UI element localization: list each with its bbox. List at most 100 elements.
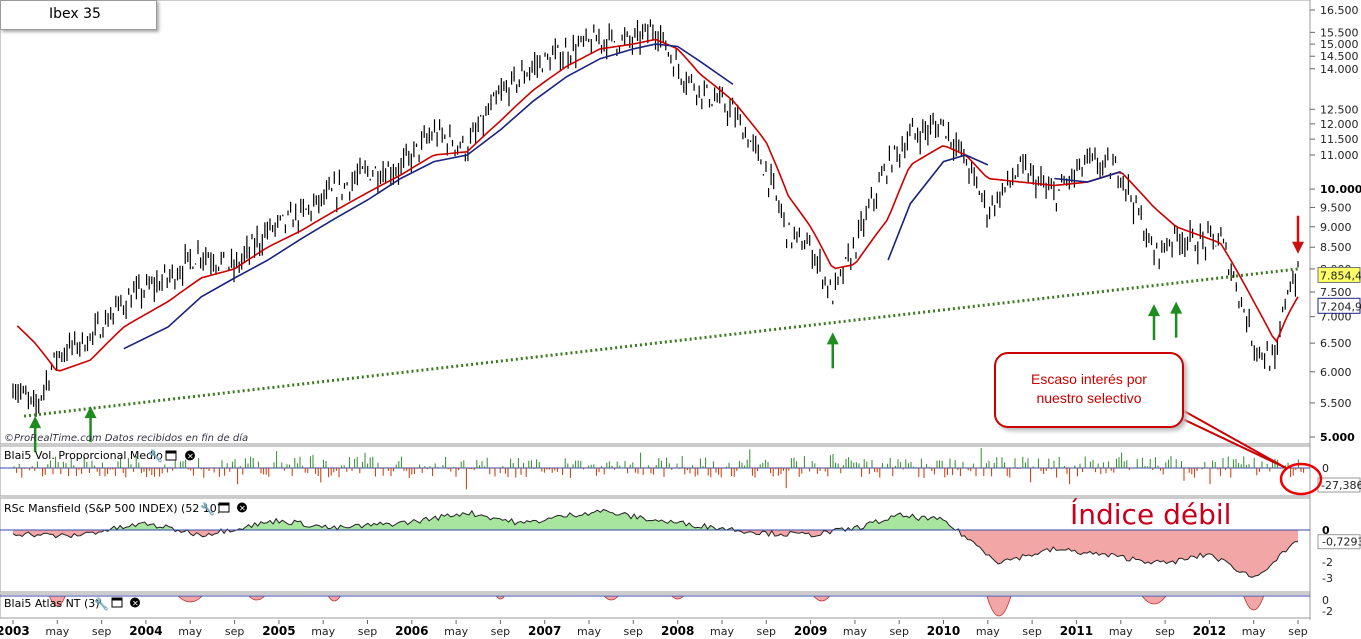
rsc-panel-label: RSc Mansfield (S&P 500 INDEX) (52 10) — [4, 502, 221, 515]
weak-index-annotation: Índice débil — [1070, 498, 1232, 531]
x-axis-label: sep — [757, 625, 776, 638]
x-axis-label: may — [311, 625, 335, 638]
x-axis-label: sep — [1288, 625, 1307, 638]
price-axis-label: 12.500 — [1320, 103, 1359, 116]
atlas-axis-label: -2 — [1322, 605, 1333, 618]
x-axis-label: may — [45, 625, 69, 638]
x-axis-label: sep — [358, 625, 377, 638]
x-axis-label: sep — [225, 625, 244, 638]
x-axis-label: sep — [624, 625, 643, 638]
volume-axis-label: 0 — [1322, 462, 1329, 475]
x-axis-label: 2003 — [0, 624, 30, 638]
atlas-panel-controls: 🔧 ✕ — [94, 596, 140, 611]
price-axis-label: 15.500 — [1320, 26, 1359, 39]
volume-panel — [0, 445, 1311, 497]
atlas-panel — [0, 593, 1311, 619]
x-axis-label: 2010 — [927, 624, 960, 638]
price-axis-label: 12.000 — [1320, 118, 1359, 131]
arrow-down-head — [1292, 241, 1304, 254]
arrow-up-head — [826, 332, 839, 345]
x-axis-label: 2004 — [129, 624, 162, 638]
callout-box: Escaso interés por nuestro selectivo — [994, 352, 1184, 428]
support-trendline — [23, 267, 1299, 418]
atlas-panel-label: Blai5 Atlas NT (3) — [4, 597, 100, 610]
callout-line-1: Escaso interés por — [1031, 371, 1147, 387]
x-axis-label: may — [843, 625, 867, 638]
x-axis-label: 2011 — [1060, 624, 1093, 638]
last-price-label: 7.854,40 — [1320, 270, 1361, 283]
price-axis-label: 15.000 — [1320, 38, 1359, 51]
price-axis-label: 7.500 — [1320, 286, 1352, 299]
price-axis-label: 14.000 — [1320, 63, 1359, 76]
wrench-icon[interactable]: 🔧 — [148, 448, 163, 463]
x-axis-label: 2005 — [262, 624, 295, 638]
highlight-circle — [1279, 462, 1323, 496]
arrow-up-head — [1147, 304, 1160, 317]
x-axis-label: sep — [889, 625, 908, 638]
x-axis-label: sep — [1155, 625, 1174, 638]
rsc-negative-area — [13, 530, 1298, 578]
watermark: ©ProRealTime.com Datos recibidos en fin … — [4, 432, 248, 444]
arrow-up-head — [29, 416, 42, 429]
close-icon[interactable] — [237, 502, 247, 513]
price-axis-label: 11.000 — [1320, 149, 1359, 162]
x-axis-label: 2009 — [794, 624, 827, 638]
x-axis-label: sep — [92, 625, 111, 638]
price-axis-label: 11.500 — [1320, 133, 1359, 146]
rsc-last-badge — [1317, 534, 1361, 550]
price-axis-label: 6.500 — [1320, 337, 1352, 350]
ma-blue-line — [123, 43, 734, 350]
ma-blue-line — [887, 154, 989, 261]
svg-text:✕: ✕ — [132, 599, 139, 608]
svg-text:✕: ✕ — [239, 504, 246, 513]
x-axis-label: 2006 — [395, 624, 428, 638]
price-axis-label: 6.000 — [1320, 366, 1352, 379]
close-icon[interactable] — [130, 597, 140, 608]
arrow-up-head — [1170, 301, 1183, 314]
last-ma-badge — [1317, 297, 1361, 314]
x-axis-label: 2008 — [661, 624, 694, 638]
rsc-axis-label: -2 — [1322, 556, 1333, 569]
x-axis-label: 2012 — [1193, 624, 1226, 638]
price-axis-label: 10.000 — [1320, 183, 1361, 196]
x-axis-label: may — [976, 625, 1000, 638]
price-axis-label: 8.500 — [1320, 241, 1352, 254]
x-axis-label: sep — [1022, 625, 1041, 638]
x-axis-label: may — [178, 625, 202, 638]
last-ma-label: 7.204,9 — [1320, 300, 1361, 313]
price-axis-label: 9.000 — [1320, 221, 1352, 234]
arrow-up-head — [84, 406, 97, 419]
x-axis-label: may — [1242, 625, 1266, 638]
rsc-panel-controls: 🔧 ✕ — [200, 501, 247, 516]
price-axis-label: 14.500 — [1320, 50, 1359, 63]
wrench-icon[interactable]: 🔧 — [94, 596, 109, 611]
rsc-line — [12, 508, 1299, 578]
volume-last-label: -27,386 — [1321, 479, 1361, 492]
last-price-badge — [1317, 267, 1361, 283]
x-axis-label: may — [1109, 625, 1133, 638]
x-axis-label: may — [710, 625, 734, 638]
atlas-axis-label: 0 — [1322, 594, 1329, 607]
rsc-axis-label: -3 — [1322, 572, 1333, 585]
price-axis-label: 7.000 — [1320, 311, 1352, 324]
close-icon[interactable] — [185, 450, 195, 461]
rsc-axis-label: -0,7293 — [1322, 536, 1361, 549]
callout-line-2: nuestro selectivo — [1036, 390, 1142, 406]
rsc-axis-label: 0 — [1322, 524, 1330, 537]
price-axis-label: 16.500 — [1320, 4, 1359, 17]
price-axis-label: 9.500 — [1320, 201, 1352, 214]
x-axis-label: sep — [491, 625, 510, 638]
price-axis-label: 5.500 — [1320, 397, 1352, 410]
ma-blue-line — [1054, 170, 1122, 183]
volume-panel-label: Blai5 Vol. Proporcional Medio — [4, 449, 163, 462]
x-axis-label: 2007 — [528, 624, 561, 638]
wrench-icon[interactable]: 🔧 — [200, 501, 215, 516]
price-axis-label: 5.000 — [1320, 431, 1355, 444]
rsc-positive-area — [13, 509, 1298, 530]
volume-panel-controls: 🔧 ✕ — [148, 448, 195, 463]
chart-title-box: Ibex 35 — [0, 0, 157, 30]
x-axis-label: may — [444, 625, 468, 638]
x-axis-label: may — [577, 625, 601, 638]
chart-title: Ibex 35 — [49, 6, 101, 22]
